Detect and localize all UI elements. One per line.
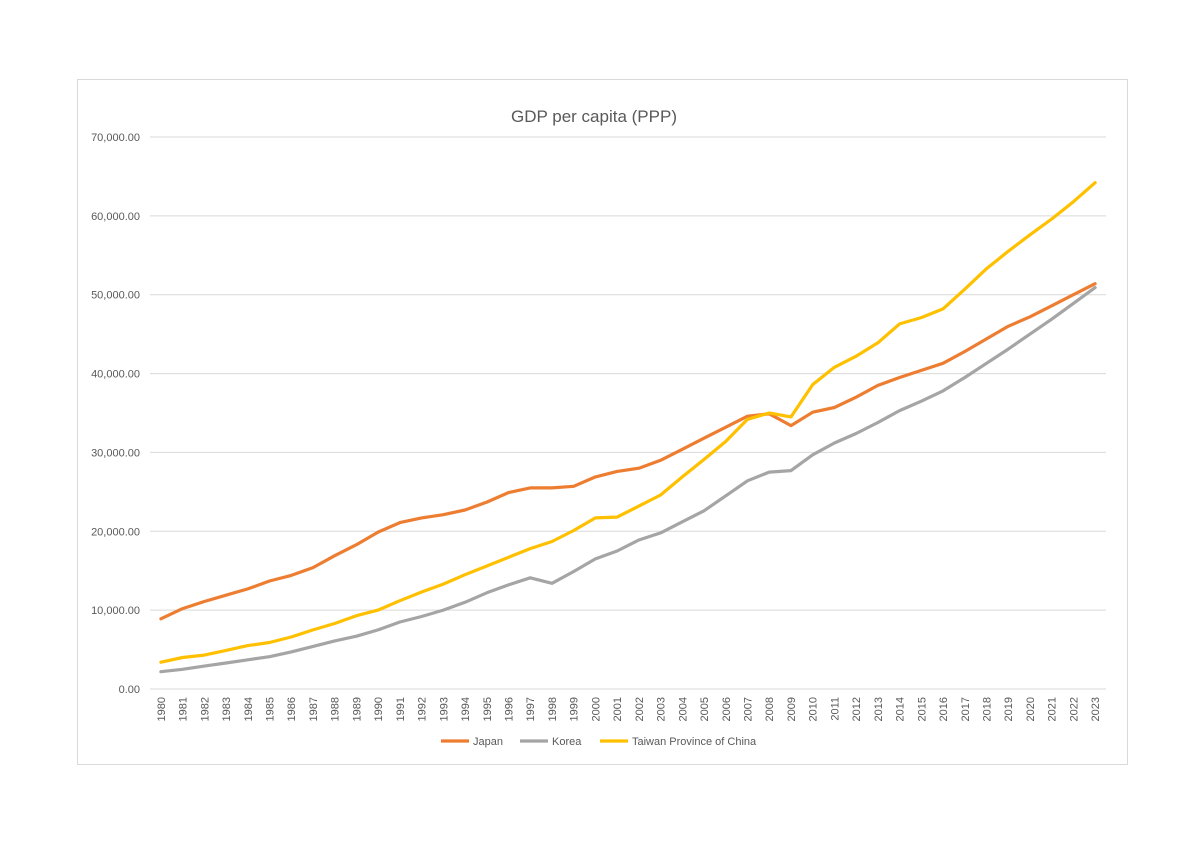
x-tick-label: 2020	[1025, 697, 1037, 721]
x-tick-label: 2021	[1047, 697, 1059, 721]
x-tick-label: 1994	[460, 697, 472, 721]
y-tick-label: 70,000.00	[91, 132, 140, 144]
x-tick-label: 1992	[417, 697, 429, 721]
x-tick-label: 1993	[438, 697, 450, 721]
series-line-1	[159, 286, 1097, 674]
x-tick-label: 1985	[265, 697, 277, 721]
legend-label-2: Taiwan Province of China	[632, 736, 757, 748]
y-tick-label: 60,000.00	[91, 211, 140, 223]
x-tick-label: 1995	[482, 697, 494, 721]
y-tick-label: 30,000.00	[91, 447, 140, 459]
x-tick-label: 2001	[612, 697, 624, 721]
x-tick-label: 2006	[721, 697, 733, 721]
x-tick-label: 1998	[547, 697, 559, 721]
x-tick-label: 2017	[960, 697, 972, 721]
x-tick-label: 1984	[243, 697, 255, 721]
x-tick-label: 2008	[764, 697, 776, 721]
gridlines	[150, 136, 1106, 690]
y-tick-label: 10,000.00	[91, 605, 140, 617]
x-tick-label: 1981	[178, 697, 190, 721]
x-tick-label: 2022	[1068, 697, 1080, 721]
x-tick-label: 1989	[351, 697, 363, 721]
x-tick-label: 1983	[221, 697, 233, 721]
x-tick-label: 2009	[786, 697, 798, 721]
x-tick-label: 2010	[808, 697, 820, 721]
x-tick-label: 2016	[938, 697, 950, 721]
x-tick-label: 2002	[634, 697, 646, 721]
legend-label-1: Korea	[552, 736, 582, 748]
y-tick-label: 50,000.00	[91, 290, 140, 302]
x-tick-label: 2011	[829, 697, 841, 721]
x-tick-label: 1996	[504, 697, 516, 721]
x-axis-tick-labels: 1980 1981 1982 1983 1984 1985 1986 1987 1988 1989…	[156, 697, 1102, 721]
x-tick-label: 1980	[156, 697, 168, 721]
series-lines	[159, 181, 1097, 674]
x-tick-label: 2000	[590, 697, 602, 721]
x-tick-label: 2023	[1090, 697, 1102, 721]
chart-frame: GDP per capita (PPP) 0.00 10,000.00 20,000…	[77, 79, 1128, 765]
legend-label-0: Japan	[473, 736, 503, 748]
x-tick-label: 1988	[330, 697, 342, 721]
x-tick-label: 2019	[1003, 697, 1015, 721]
x-tick-label: 1986	[286, 697, 298, 721]
x-tick-label: 2012	[851, 697, 863, 721]
y-axis-tick-labels: 0.00 10,000.00 20,000.00 30,000.00 40,000.00…	[91, 132, 140, 696]
y-tick-label: 20,000.00	[91, 526, 140, 538]
series-line-0	[159, 282, 1097, 621]
x-tick-label: 2007	[743, 697, 755, 721]
x-tick-label: 1991	[395, 697, 407, 721]
chart-title: GDP per capita (PPP)	[511, 107, 677, 126]
y-tick-label: 0.00	[119, 684, 140, 696]
legend: Japan Korea Taiwan Province of China	[441, 736, 757, 748]
x-tick-label: 2014	[895, 697, 907, 721]
series-line-2	[159, 181, 1097, 664]
line-chart: GDP per capita (PPP) 0.00 10,000.00 20,000…	[91, 107, 1106, 748]
x-tick-label: 2004	[677, 697, 689, 721]
x-tick-label: 1999	[569, 697, 581, 721]
x-tick-label: 2005	[699, 697, 711, 721]
x-tick-label: 2018	[982, 697, 994, 721]
x-tick-label: 1990	[373, 697, 385, 721]
x-tick-label: 2015	[916, 697, 928, 721]
x-tick-label: 1982	[199, 697, 211, 721]
y-tick-label: 40,000.00	[91, 369, 140, 381]
x-tick-label: 2003	[656, 697, 668, 721]
x-tick-label: 2013	[873, 697, 885, 721]
x-tick-label: 1987	[308, 697, 320, 721]
x-tick-label: 1997	[525, 697, 537, 721]
